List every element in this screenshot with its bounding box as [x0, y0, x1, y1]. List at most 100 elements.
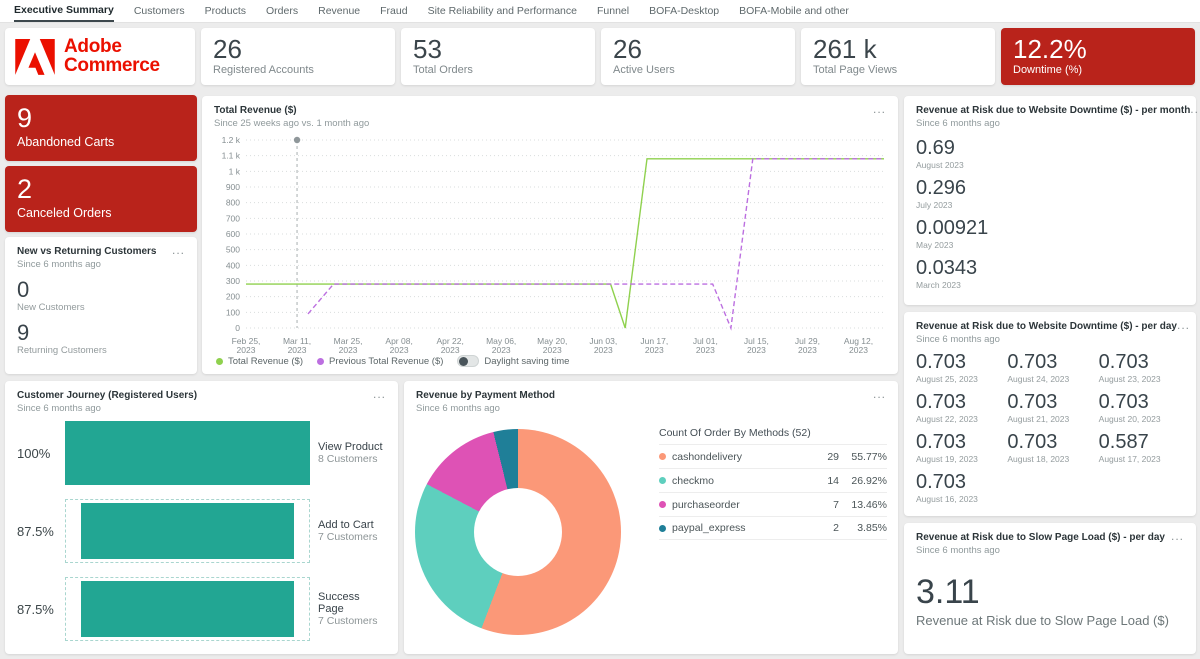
- svg-text:0: 0: [235, 323, 240, 333]
- card-subtitle: Since 6 months ago: [17, 403, 101, 414]
- payment-row-purchaseorder[interactable]: purchaseorder 7 13.46%: [659, 492, 887, 516]
- method-pct: 26.92%: [851, 474, 887, 487]
- kpi-label: Total Page Views: [813, 63, 898, 76]
- abandoned-carts-card: 9 Abandoned Carts: [5, 95, 197, 161]
- stage-name: View Product: [318, 441, 383, 453]
- legend-dot-icon: [216, 357, 223, 365]
- risk-day-cell: 0.703 August 16, 2023: [916, 471, 978, 504]
- risk-day-cell: 0.703 August 18, 2023: [1007, 431, 1070, 464]
- new-customers-value: 0: [17, 277, 30, 302]
- card-title: New vs Returning Customers: [17, 246, 157, 257]
- stage-bar[interactable]: [65, 421, 310, 485]
- card-title: Revenue at Risk due to Slow Page Load ($…: [916, 532, 1165, 543]
- payment-row-cashondelivery[interactable]: cashondelivery 29 55.77%: [659, 444, 887, 468]
- tab-fraud[interactable]: Fraud: [380, 5, 408, 17]
- risk-value: 0.69: [916, 137, 955, 159]
- stage-name: Success Page: [318, 591, 360, 615]
- series-dot-icon: [659, 524, 666, 532]
- svg-text:1 k: 1 k: [229, 166, 241, 176]
- method-name: paypal_express: [672, 522, 746, 534]
- risk-value: 0.00921: [916, 217, 989, 239]
- risk-value: 0.296: [916, 177, 967, 199]
- risk-per-day-card: Revenue at Risk due to Website Downtime …: [904, 312, 1196, 516]
- tab-funnel[interactable]: Funnel: [596, 5, 630, 17]
- new-vs-returning-card: New vs Returning Customers Since 6 month…: [5, 237, 197, 374]
- payment-row-paypal-express[interactable]: paypal_express 2 3.85%: [659, 516, 887, 540]
- series-dot-icon: [659, 453, 666, 460]
- method-count: 29: [827, 450, 839, 463]
- overflow-menu-icon[interactable]: ...: [1176, 318, 1190, 332]
- abandoned-carts-label: Abandoned Carts: [17, 135, 115, 150]
- kpi-value: 26: [613, 34, 642, 64]
- svg-text:1.2 k: 1.2 k: [222, 135, 241, 145]
- kpi-label: Active Users: [613, 63, 675, 76]
- stage-percent: 87.5%: [17, 601, 54, 617]
- svg-text:Jul 15,2023: Jul 15, 2023: [744, 336, 769, 355]
- risk-day-cell: 0.703 August 24, 2023: [1007, 351, 1070, 384]
- overflow-menu-icon[interactable]: ...: [372, 387, 386, 401]
- svg-text:600: 600: [226, 229, 240, 239]
- kpi-label: Total Orders: [413, 63, 473, 76]
- card-subtitle: Since 25 weeks ago vs. 1 month ago: [214, 118, 370, 129]
- tab-bofa-desktop[interactable]: BOFA-Desktop: [649, 5, 720, 17]
- returning-customers-value: 9: [17, 320, 30, 346]
- toggle-knob: [459, 357, 469, 366]
- toggle-label: Daylight saving time: [484, 355, 570, 367]
- daylight-toggle[interactable]: [457, 355, 480, 367]
- customer-journey-card: Customer Journey (Registered Users) Sinc…: [5, 381, 398, 654]
- legend-total-revenue[interactable]: Total Revenue ($): [216, 356, 303, 367]
- card-title: Revenue by Payment Method: [416, 390, 555, 401]
- tab-orders[interactable]: Orders: [266, 5, 299, 17]
- funnel-stage-add-to-cart: 87.5% Add to Cart 7 Customers: [17, 499, 388, 563]
- method-name: checkmo: [672, 474, 715, 487]
- overflow-menu-icon[interactable]: ...: [1190, 102, 1200, 116]
- overflow-menu-icon[interactable]: ...: [872, 102, 886, 116]
- chart-legend: Total Revenue ($) Previous Total Revenue…: [216, 355, 569, 367]
- risk-day-cell: 0.703 August 20, 2023: [1098, 391, 1161, 424]
- payment-donut-chart[interactable]: [415, 429, 621, 635]
- kpi-value: 261 k: [813, 34, 877, 64]
- total-revenue-card: Total Revenue ($) Since 25 weeks ago vs.…: [202, 96, 898, 374]
- overflow-menu-icon[interactable]: ...: [171, 243, 185, 257]
- series-dot-icon: [659, 501, 666, 508]
- kpi-total-page-views: 261 k Total Page Views: [801, 28, 995, 85]
- overflow-menu-icon[interactable]: ...: [872, 387, 886, 401]
- card-title: Total Revenue ($): [214, 105, 297, 116]
- risk-value: 0.0343: [916, 257, 978, 279]
- legend-previous-total-revenue[interactable]: Previous Total Revenue ($): [316, 355, 444, 367]
- payment-table-title: Count Of Order By Methods (52): [659, 427, 811, 439]
- tab-customers[interactable]: Customers: [133, 5, 185, 17]
- risk-label: August 2023: [916, 160, 964, 170]
- legend-label: Total Revenue ($): [228, 355, 303, 367]
- stage-bar[interactable]: [65, 499, 310, 563]
- svg-text:200: 200: [226, 292, 240, 302]
- svg-text:Apr 08,2023: Apr 08, 2023: [385, 336, 412, 355]
- slow-load-value: 3.11: [916, 573, 980, 611]
- kpi-value: 53: [413, 34, 442, 64]
- funnel-stage-view-product: 100% View Product 8 Customers: [17, 421, 388, 485]
- stage-name: Add to Cart: [318, 519, 374, 531]
- tab-bofa-mobile[interactable]: BOFA-Mobile and other: [739, 5, 849, 17]
- tab-executive-summary[interactable]: Executive Summary: [14, 0, 114, 22]
- tab-site-reliability[interactable]: Site Reliability and Performance: [427, 5, 577, 17]
- svg-text:Mar 25,2023: Mar 25, 2023: [334, 336, 363, 355]
- svg-text:100: 100: [226, 307, 240, 317]
- stage-count: 7 Customers: [318, 531, 378, 543]
- legend-label: Previous Total Revenue ($): [328, 355, 444, 367]
- tab-products[interactable]: Products: [204, 5, 247, 17]
- overflow-menu-icon[interactable]: ...: [1170, 529, 1184, 543]
- payment-method-card: Revenue by Payment Method Since 6 months…: [404, 381, 898, 654]
- series-dot-icon: [659, 477, 666, 484]
- tab-revenue[interactable]: Revenue: [318, 5, 361, 17]
- card-subtitle: Since 6 months ago: [916, 545, 1000, 556]
- svg-text:Jun 17,2023: Jun 17, 2023: [640, 336, 668, 355]
- stage-bar[interactable]: [65, 577, 310, 641]
- stage-count: 7 Customers: [318, 615, 378, 627]
- method-pct: 13.46%: [851, 498, 887, 511]
- abandoned-carts-value: 9: [17, 103, 33, 133]
- svg-text:1.1 k: 1.1 k: [222, 151, 241, 161]
- slow-page-load-card: Revenue at Risk due to Slow Page Load ($…: [904, 523, 1196, 654]
- card-title: Revenue at Risk due to Website Downtime …: [916, 321, 1177, 332]
- payment-row-checkmo[interactable]: checkmo 14 26.92%: [659, 468, 887, 492]
- method-name: purchaseorder: [672, 498, 740, 511]
